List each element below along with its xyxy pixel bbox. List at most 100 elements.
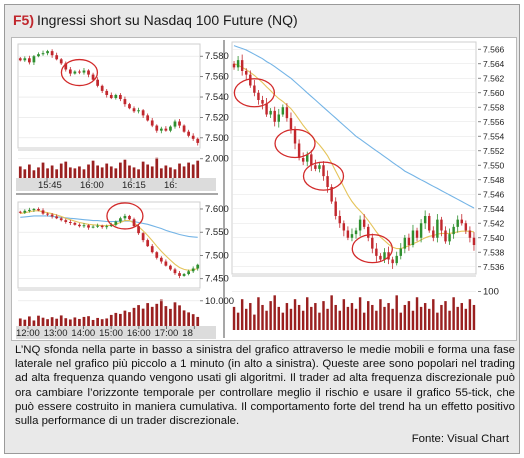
annotation-circle bbox=[274, 128, 316, 159]
candle-body bbox=[301, 158, 305, 162]
volume-bar bbox=[371, 304, 374, 330]
candle-body bbox=[37, 208, 40, 211]
price-area bbox=[17, 201, 201, 289]
figure-frame: F5) Ingressi short su Nasdaq 100 Future … bbox=[4, 4, 520, 454]
candle-body bbox=[132, 219, 136, 227]
y-tick-label: 7.558 bbox=[483, 102, 505, 112]
candle-body bbox=[350, 234, 354, 238]
volume-bar bbox=[18, 318, 22, 326]
volume-bar bbox=[265, 310, 268, 330]
volume-bar bbox=[59, 315, 63, 326]
y-tick-label: 7.564 bbox=[483, 59, 505, 69]
candle-body bbox=[387, 252, 390, 260]
candle-body bbox=[273, 110, 276, 122]
candle-body bbox=[59, 59, 63, 64]
volume-bar bbox=[350, 303, 354, 330]
price-area bbox=[231, 41, 477, 275]
volume-bar bbox=[159, 299, 163, 326]
volume-bar bbox=[269, 301, 272, 330]
candle-body bbox=[342, 223, 346, 231]
volume-bar bbox=[306, 297, 309, 330]
candle-body bbox=[109, 94, 113, 99]
candle-body bbox=[137, 226, 140, 234]
candle-body bbox=[391, 259, 394, 264]
volume-bar bbox=[82, 169, 86, 178]
volume-bar bbox=[146, 164, 150, 178]
figure-source: Fonte: Visual Chart bbox=[411, 433, 509, 445]
candle-body bbox=[141, 110, 145, 116]
volume-bar bbox=[105, 163, 109, 178]
figure-number: F5) bbox=[13, 12, 34, 28]
candle-body bbox=[182, 125, 186, 132]
moving-average-blue bbox=[20, 215, 198, 238]
candle-body bbox=[338, 216, 341, 224]
annotation-circle bbox=[60, 58, 99, 87]
volume-bar bbox=[100, 319, 104, 326]
volume-bar bbox=[367, 301, 370, 330]
volume-tick-label: 10.000 bbox=[205, 296, 234, 307]
candle-body bbox=[119, 94, 122, 100]
y-tick-label: 7.450 bbox=[205, 274, 229, 285]
candle-body bbox=[269, 110, 272, 115]
volume-bar bbox=[310, 306, 313, 330]
volume-bar bbox=[432, 299, 435, 330]
volume-bar bbox=[23, 319, 27, 326]
candle-body bbox=[281, 107, 285, 115]
volume-bar bbox=[245, 308, 248, 330]
volume-bar bbox=[318, 312, 321, 330]
x-tick-label: 18 bbox=[182, 328, 193, 339]
candle-body bbox=[460, 219, 463, 224]
candle-body bbox=[432, 230, 435, 238]
chart-panel-3: 7.566 7.564 7.562 7.560 7.558 7.556 7.554 7.552… bbox=[231, 41, 505, 330]
volume-bar bbox=[114, 312, 118, 326]
volume-bar bbox=[23, 169, 27, 178]
volume-bar bbox=[419, 306, 423, 330]
y-tick-label: 7.550 bbox=[205, 227, 229, 238]
volume-bar bbox=[178, 163, 181, 178]
volume-bar bbox=[285, 303, 289, 330]
candle-body bbox=[423, 216, 427, 224]
candle-body bbox=[78, 224, 81, 227]
volume-bar bbox=[444, 301, 447, 330]
volume-bar bbox=[141, 161, 145, 178]
candle-body bbox=[240, 60, 244, 71]
volume-bar bbox=[123, 159, 127, 178]
volume-bar bbox=[346, 306, 350, 330]
volume-bar bbox=[411, 310, 415, 330]
volume-bar bbox=[452, 297, 455, 330]
volume-bar bbox=[240, 299, 244, 330]
y-tick-label: 7.550 bbox=[483, 160, 505, 170]
volume-bar bbox=[261, 304, 264, 330]
volume-bar bbox=[37, 315, 40, 326]
y-tick-label: 7.600 bbox=[205, 204, 229, 215]
volume-bar bbox=[137, 169, 140, 178]
volume-bar bbox=[334, 304, 337, 330]
candle-body bbox=[187, 271, 190, 275]
figure-header: F5) Ingressi short su Nasdaq 100 Future … bbox=[5, 5, 519, 35]
y-tick-label: 7.548 bbox=[483, 175, 505, 185]
candle-body bbox=[440, 219, 443, 231]
x-tick-label: 13:00 bbox=[44, 328, 68, 339]
candle-body bbox=[73, 71, 77, 74]
volume-bar bbox=[169, 308, 172, 326]
candle-body bbox=[277, 114, 280, 122]
volume-bar bbox=[196, 316, 200, 326]
volume-bar bbox=[448, 310, 451, 330]
volume-bar bbox=[415, 297, 419, 330]
volume-bar bbox=[322, 301, 325, 330]
volume-bar bbox=[440, 304, 443, 330]
candle-body bbox=[232, 63, 236, 68]
volume-bar bbox=[403, 304, 407, 330]
annotation-circle bbox=[302, 161, 345, 191]
volume-bar bbox=[173, 302, 177, 326]
candle-body bbox=[326, 176, 329, 187]
candle-body bbox=[68, 221, 72, 223]
candle-body bbox=[137, 110, 140, 112]
volume-bar bbox=[119, 162, 122, 178]
volume-bar bbox=[297, 304, 301, 330]
volume-bar bbox=[28, 316, 31, 326]
volume-bar bbox=[191, 164, 195, 178]
candle-body bbox=[82, 70, 86, 73]
candle-body bbox=[334, 201, 337, 216]
y-tick-label: 7.520 bbox=[205, 112, 229, 123]
